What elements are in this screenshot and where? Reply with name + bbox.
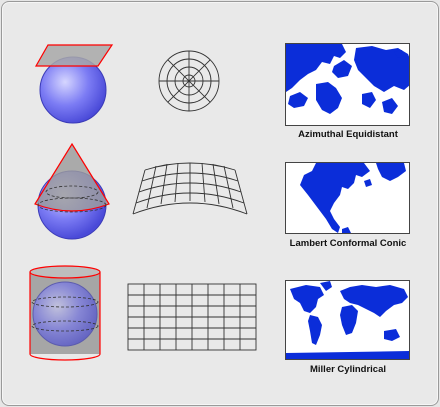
azimuthal-map	[285, 43, 410, 126]
azimuthal-equidistant-label: Azimuthal Equidistant	[298, 129, 398, 140]
miller-cylindrical-map	[285, 280, 410, 360]
cone-projection-globe-icon	[34, 142, 110, 240]
lambert-conic-map	[285, 162, 410, 234]
rectangular-grid	[127, 283, 257, 351]
conic-grid	[132, 162, 248, 215]
cylinder-projection-globe-icon	[29, 265, 101, 361]
miller-cylindrical-label: Miller Cylindrical	[309, 364, 387, 375]
lambert-conformal-conic-label: Lambert Conformal Conic	[289, 238, 407, 249]
polar-grid	[158, 50, 220, 112]
plane-projection-globe-icon	[34, 44, 114, 124]
